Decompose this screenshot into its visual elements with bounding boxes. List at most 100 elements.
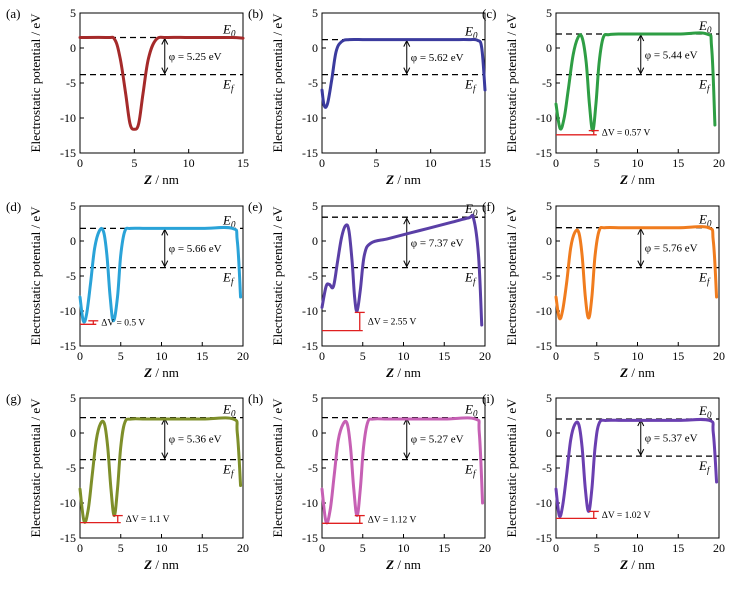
y-tick-label: -5 (542, 269, 552, 283)
x-tick-label: 20 (479, 349, 491, 363)
x-tick-label: 10 (156, 349, 168, 363)
work-function-label: φ = 5.27 eV (411, 434, 464, 446)
y-axis-label: Electrostatic potential / eV (28, 398, 43, 538)
arrow-head-down (637, 448, 645, 457)
vacuum-level-label: E0 (222, 402, 236, 419)
vacuum-level-label: E0 (464, 402, 478, 419)
y-tick-label: 0 (70, 426, 76, 440)
x-tick-label: 10 (398, 541, 410, 555)
x-tick-label: 5 (594, 349, 600, 363)
potential-curve (554, 31, 717, 133)
x-tick-label: 0 (553, 541, 559, 555)
y-tick-label: 0 (546, 234, 552, 248)
x-tick-label: 20 (713, 156, 725, 170)
x-tick-label: 10 (398, 349, 410, 363)
potential-curve (554, 417, 719, 519)
x-tick-label: 20 (479, 541, 491, 555)
potential-curve (78, 225, 243, 324)
work-function-label: φ = 5.36 eV (169, 434, 222, 446)
work-function-label: φ = 5.37 eV (645, 433, 698, 445)
y-tick-label: 5 (70, 6, 76, 20)
y-tick-label: 5 (70, 391, 76, 405)
x-tick-label: 5 (118, 349, 124, 363)
y-tick-label: -10 (302, 111, 318, 125)
fermi-level-label: Ef (222, 77, 235, 94)
y-tick-label: 5 (546, 6, 552, 20)
x-tick-label: 15 (438, 349, 450, 363)
x-tick-label: 0 (77, 541, 83, 555)
arrow-head-down (161, 67, 169, 75)
work-function-label: φ = 5.44 eV (645, 49, 698, 61)
arrow-head-down (637, 260, 645, 268)
panel-d: (d) Electrostatic potential / eV Z / nm 0 5 1… (6, 199, 249, 380)
y-axis-label: Electrostatic potential / eV (504, 206, 519, 346)
y-tick-label: -10 (60, 496, 76, 510)
panel-label: (b) (248, 6, 263, 21)
potential-curve (320, 213, 484, 327)
x-tick-label: 0 (77, 349, 83, 363)
y-tick-label: 0 (70, 234, 76, 248)
work-function-label: φ = 7.37 eV (411, 237, 464, 249)
potential-curve (78, 35, 245, 131)
delta-v-label: ΔV = 2.55 V (368, 318, 417, 328)
y-axis-label: Electrostatic potential / eV (270, 13, 285, 153)
fermi-level-label: Ef (698, 458, 711, 475)
x-tick-label: 10 (425, 156, 437, 170)
y-tick-label: -15 (536, 146, 552, 160)
y-axis-label: Electrostatic potential / eV (270, 398, 285, 538)
potential-curve (78, 416, 243, 524)
y-tick-label: -10 (302, 496, 318, 510)
y-tick-label: 5 (312, 199, 318, 213)
x-tick-label: 15 (438, 541, 450, 555)
arrow-head-down (403, 260, 411, 268)
y-tick-label: 0 (312, 426, 318, 440)
y-tick-label: -10 (536, 496, 552, 510)
panel-e: (e) Electrostatic potential / eV Z / nm 0 5 1… (248, 199, 491, 380)
x-axis-label: Z / nm (619, 557, 655, 572)
panel-label: (h) (248, 391, 263, 406)
x-tick-label: 10 (183, 156, 195, 170)
x-tick-label: 5 (594, 541, 600, 555)
arrow-head-down (637, 67, 645, 75)
fermi-level-label: Ef (222, 462, 235, 479)
x-tick-label: 15 (672, 349, 684, 363)
y-axis-label: Electrostatic potential / eV (270, 206, 285, 346)
work-function-label: φ = 5.62 eV (411, 52, 464, 64)
y-tick-label: 5 (312, 391, 318, 405)
arrow-head-down (403, 452, 411, 460)
x-axis-label: Z / nm (143, 557, 179, 572)
delta-v-label: ΔV = 1.1 V (126, 515, 170, 525)
x-tick-label: 15 (672, 156, 684, 170)
y-axis-label: Electrostatic potential / eV (504, 398, 519, 538)
y-axis-label: Electrostatic potential / eV (28, 206, 43, 346)
x-axis-label: Z / nm (143, 365, 179, 380)
delta-v-label: ΔV = 1.02 V (602, 511, 651, 521)
fermi-level-label: Ef (698, 77, 711, 94)
x-tick-label: 0 (319, 541, 325, 555)
y-tick-label: -15 (60, 531, 76, 545)
x-tick-label: 5 (360, 349, 366, 363)
panel-label: (d) (6, 199, 21, 214)
x-axis-label: Z / nm (385, 172, 421, 187)
fermi-level-label: Ef (698, 270, 711, 287)
x-tick-label: 20 (713, 541, 725, 555)
x-tick-label: 10 (156, 541, 168, 555)
x-tick-label: 0 (77, 156, 83, 170)
panel-label: (e) (248, 199, 262, 214)
y-tick-label: -5 (66, 76, 76, 90)
panel-h: (h) Electrostatic potential / eV Z / nm 0 5 1… (248, 391, 491, 572)
potential-curve (320, 416, 485, 525)
x-tick-label: 5 (360, 541, 366, 555)
delta-v-label: ΔV = 0.57 V (602, 129, 651, 139)
y-tick-label: 0 (312, 41, 318, 55)
x-tick-label: 20 (237, 541, 249, 555)
y-tick-label: -5 (542, 461, 552, 475)
y-tick-label: 5 (546, 199, 552, 213)
y-tick-label: 0 (546, 41, 552, 55)
arrow-head-down (161, 452, 169, 460)
x-axis-label: Z / nm (385, 557, 421, 572)
x-tick-label: 10 (632, 541, 644, 555)
y-tick-label: -10 (60, 111, 76, 125)
panel-b: (b) Electrostatic potential / eV Z / nm 0 5 1… (248, 6, 491, 187)
y-tick-label: -5 (308, 461, 318, 475)
